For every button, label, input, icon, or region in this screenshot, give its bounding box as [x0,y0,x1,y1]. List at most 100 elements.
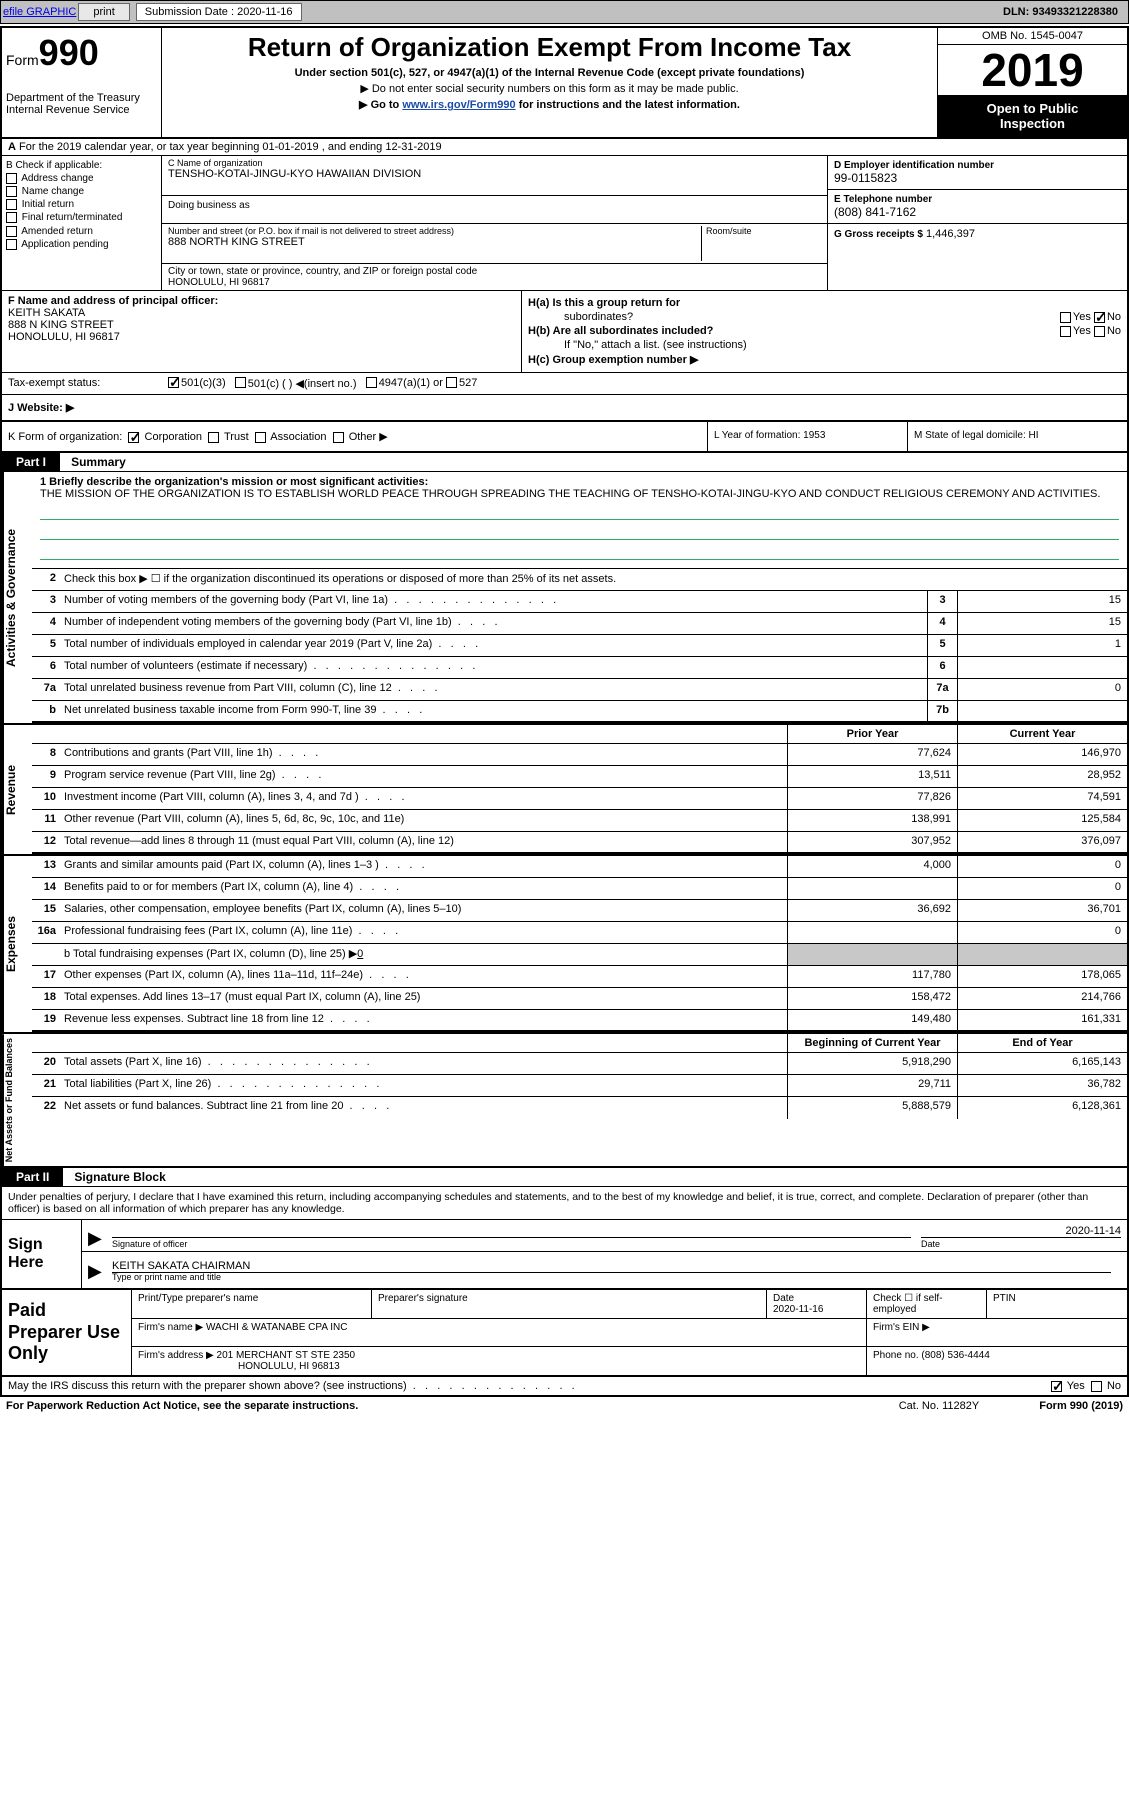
chk-addr[interactable] [6,173,17,184]
part2-title: Signature Block [66,1168,173,1186]
curr-hdr: Current Year [957,725,1127,743]
line19: Revenue less expenses. Subtract line 18 … [62,1010,787,1030]
header-left: Form990 Department of the Treasury Inter… [2,28,162,137]
val3: 15 [957,591,1127,612]
paid-label: Paid Preparer Use Only [2,1290,132,1375]
chk-trust[interactable] [208,432,219,443]
revenue-section: Revenue Prior YearCurrent Year 8Contribu… [2,725,1127,856]
c8: 146,970 [957,744,1127,765]
period-text: For the 2019 calendar year, or tax year … [19,141,442,153]
ha-no[interactable] [1094,312,1105,323]
part1-header: Part I Summary [2,453,1127,472]
info-grid: B Check if applicable: Address change Na… [2,156,1127,291]
prep-date: Date2020-11-16 [767,1290,867,1318]
line18: Total expenses. Add lines 13–17 (must eq… [62,988,787,1009]
c9: 28,952 [957,766,1127,787]
header-right: OMB No. 1545-0047 2019 Open to PublicIns… [937,28,1127,137]
line17: Other expenses (Part IX, column (A), lin… [62,966,787,987]
cat-no: Cat. No. 11282Y [899,1400,980,1412]
c18: 214,766 [957,988,1127,1009]
chk-initial[interactable] [6,199,17,210]
c12: 376,097 [957,832,1127,852]
mission-block: 1 Briefly describe the organization's mi… [32,472,1127,569]
print-button[interactable]: print [78,3,129,21]
p12: 307,952 [787,832,957,852]
submission-date: Submission Date : 2020-11-16 [136,3,302,21]
discuss-yes[interactable] [1051,1381,1062,1392]
chk-other[interactable] [333,432,344,443]
hb-no[interactable] [1094,326,1105,337]
line21: Total liabilities (Part X, line 26) [62,1075,787,1096]
org-name-label: C Name of organization [168,158,821,168]
c22: 6,128,361 [957,1097,1127,1119]
footer: For Paperwork Reduction Act Notice, see … [0,1397,1129,1415]
vtab-gov: Activities & Governance [2,472,32,723]
omb: OMB No. 1545-0047 [938,28,1127,45]
mission-label: 1 Briefly describe the organization's mi… [40,476,428,488]
chk-corp[interactable] [128,432,139,443]
line8: Contributions and grants (Part VIII, lin… [62,744,787,765]
gross-val: 1,446,397 [926,228,975,240]
discuss-no[interactable] [1091,1381,1102,1392]
p16a [787,922,957,943]
irs: Internal Revenue Service [6,104,157,116]
officer-name: KEITH SAKATA [8,307,515,319]
chk-4947[interactable] [366,377,377,388]
ha2: subordinates? [564,311,633,323]
right-column: D Employer identification number 99-0115… [827,156,1127,290]
firm-name: Firm's name ▶ WACHI & WATANABE CPA INC [132,1319,867,1346]
line13: Grants and similar amounts paid (Part IX… [62,856,787,877]
line11: Other revenue (Part VIII, column (A), li… [62,810,787,831]
dept: Department of the Treasury [6,92,157,104]
irs-link[interactable]: www.irs.gov/Form990 [402,99,515,111]
officer-addr2: HONOLULU, HI 96817 [8,331,515,343]
c17: 178,065 [957,966,1127,987]
chk-final[interactable] [6,212,17,223]
sig-date: 2020-11-14Date [921,1237,1121,1249]
ha-yes[interactable] [1060,312,1071,323]
hb-yes[interactable] [1060,326,1071,337]
efile-link[interactable]: efile GRAPHIC [3,6,76,18]
mission-text: THE MISSION OF THE ORGANIZATION IS TO ES… [40,488,1119,500]
form-header: Form990 Department of the Treasury Inter… [2,28,1127,139]
chk-501c[interactable] [235,377,246,388]
c14: 0 [957,878,1127,899]
p9: 13,511 [787,766,957,787]
chk-501c3[interactable] [168,377,179,388]
dba-label: Doing business as [162,196,827,224]
year-formation: L Year of formation: 1953 [707,422,907,451]
line12: Total revenue—add lines 8 through 11 (mu… [62,832,787,852]
hb-note: If "No," attach a list. (see instruction… [564,339,1121,351]
tax-status-row: Tax-exempt status: 501(c)(3) 501(c) ( ) … [2,373,1127,395]
line20: Total assets (Part X, line 16) [62,1053,787,1074]
self-emp: Check ☐ if self-employed [867,1290,987,1318]
line16b: b Total fundraising expenses (Part IX, c… [62,944,787,965]
room-label: Room/suite [701,226,821,261]
p22: 5,888,579 [787,1097,957,1119]
c20: 6,165,143 [957,1053,1127,1074]
tel-label: E Telephone number [834,194,1121,205]
p10: 77,826 [787,788,957,809]
city-label: City or town, state or province, country… [168,266,821,277]
line6: Total number of volunteers (estimate if … [62,657,927,678]
discuss-row: May the IRS discuss this return with the… [2,1377,1127,1395]
state-domicile: M State of legal domicile: HI [907,422,1127,451]
chk-app[interactable] [6,239,17,250]
chk-assoc[interactable] [255,432,266,443]
officer-label: F Name and address of principal officer: [8,295,515,307]
p15: 36,692 [787,900,957,921]
form-ref: Form 990 (2019) [1039,1400,1123,1412]
sign-here: Sign Here ▶ Signature of officer 2020-11… [2,1220,1127,1290]
netassets-section: Net Assets or Fund Balances Beginning of… [2,1034,1127,1168]
c13: 0 [957,856,1127,877]
declaration: Under penalties of perjury, I declare th… [2,1187,1127,1220]
form-number: 990 [39,32,99,73]
line10: Investment income (Part VIII, column (A)… [62,788,787,809]
discuss-text: May the IRS discuss this return with the… [8,1380,575,1392]
chk-amended[interactable] [6,226,17,237]
org-name: TENSHO-KOTAI-JINGU-KYO HAWAIIAN DIVISION [168,168,821,180]
chk-527[interactable] [446,377,457,388]
sign-here-label: Sign Here [2,1220,82,1288]
goto-line: ▶ Go to www.irs.gov/Form990 for instruct… [170,98,929,111]
chk-name[interactable] [6,186,17,197]
